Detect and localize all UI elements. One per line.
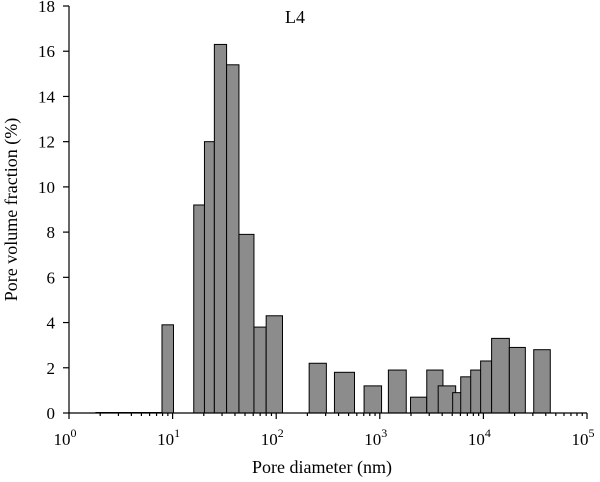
y-tick-label: 8 [47,223,56,242]
bar-20 [491,337,510,414]
y-tick-label: 4 [47,314,56,333]
bar-22 [533,349,551,414]
bar-2 [193,204,205,414]
x-tick-label: 105 [572,426,595,449]
bar-1 [161,324,174,414]
panel-label: L4 [285,7,305,27]
x-tick-label: 100 [54,426,77,449]
bar-10 [333,371,356,414]
x-tick-label: 104 [468,426,491,449]
bar-8 [265,315,283,414]
bar-5 [226,64,240,414]
bars-layer [95,43,551,414]
x-axis-title: Pore diameter (nm) [252,457,392,478]
bar-11 [363,385,383,414]
bar-3 [203,141,215,414]
y-tick-label: 18 [38,0,55,16]
y-tick-label: 10 [38,178,55,197]
y-tick-label: 12 [38,133,55,152]
bar-9 [308,362,327,414]
y-axis-title: Pore volume fraction (%) [1,118,22,301]
y-tick-label: 0 [47,404,56,423]
axes-layer [68,6,587,414]
bar-12 [387,369,407,414]
ticks-layer: 0 2 4 6 8 10 12 14 16 18 100 101 102 103 104 105 [38,0,595,449]
y-tick-label: 16 [38,42,55,61]
bar-21 [508,346,526,414]
x-tick-label: 102 [261,426,284,449]
bar-4 [213,43,228,414]
x-tick-label: 101 [157,426,180,449]
bar-6 [238,233,255,414]
y-tick-label: 6 [47,268,56,287]
y-tick-label: 2 [47,359,56,378]
bar-7 [253,326,267,414]
bar-13 [410,396,428,414]
bar-19 [480,360,493,414]
x-tick-label: 103 [364,426,387,449]
y-tick-label: 14 [38,87,56,106]
